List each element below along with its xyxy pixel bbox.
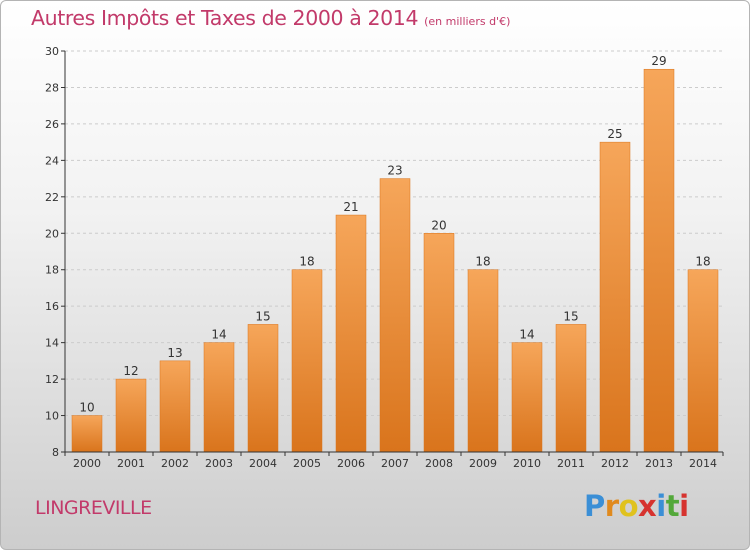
bar <box>555 324 587 453</box>
bar <box>203 342 235 453</box>
value-labels: 10 12 13 14 15 18 21 23 20 18 14 15 25 29 18 <box>79 54 710 414</box>
x-tick-label: 2001 <box>117 457 145 470</box>
logo-letter: x <box>638 489 657 523</box>
x-tick-label: 2003 <box>205 457 233 470</box>
chart-title-text: Autres Impôts et Taxes de 2000 à 2014 <box>31 6 419 30</box>
chart-title: Autres Impôts et Taxes de 2000 à 2014 (en… <box>31 6 510 30</box>
bar <box>423 233 455 453</box>
y-tick-label: 12 <box>45 373 59 386</box>
y-tick-label: 8 <box>52 446 59 459</box>
x-tick-label: 2005 <box>293 457 321 470</box>
y-tick-label: 20 <box>45 227 59 240</box>
y-tick-label: 26 <box>45 118 59 131</box>
value-label: 12 <box>123 364 138 378</box>
bar <box>71 415 103 453</box>
value-label: 15 <box>563 309 578 323</box>
value-label: 18 <box>475 255 490 269</box>
bar <box>511 342 543 453</box>
bar <box>115 378 147 453</box>
bars <box>71 68 719 453</box>
y-tick-label: 10 <box>45 410 59 423</box>
bar <box>599 141 631 453</box>
value-label: 14 <box>211 328 226 342</box>
logo-letter: i <box>679 489 689 523</box>
value-label: 29 <box>651 54 666 68</box>
bar <box>291 269 323 453</box>
axes: 8 10 12 14 16 18 20 22 24 26 28 30 2000 2001 2002 2003 2… <box>45 45 724 470</box>
value-label: 14 <box>519 328 534 342</box>
x-tick-label: 2004 <box>249 457 277 470</box>
y-tick-label: 18 <box>45 264 59 277</box>
value-label: 23 <box>387 164 402 178</box>
x-tick-label: 2008 <box>425 457 453 470</box>
x-tick-label: 2011 <box>557 457 585 470</box>
y-tick-label: 14 <box>45 337 59 350</box>
bar <box>247 324 279 453</box>
y-tick-label: 16 <box>45 300 59 313</box>
logo-letter: o <box>618 489 639 523</box>
chart-unit: (en milliers d'€) <box>424 15 511 28</box>
logo-letter: P <box>584 489 605 523</box>
bar <box>379 178 411 453</box>
x-tick-label: 2006 <box>337 457 365 470</box>
logo-letter: r <box>604 489 619 523</box>
value-label: 10 <box>79 401 94 415</box>
bar <box>159 360 191 453</box>
y-tick-label: 22 <box>45 191 59 204</box>
x-tick-label: 2009 <box>469 457 497 470</box>
value-label: 18 <box>299 255 314 269</box>
proxiti-logo: Proxiti <box>584 489 689 523</box>
x-tick-label: 2010 <box>513 457 541 470</box>
x-tick-label: 2012 <box>601 457 629 470</box>
y-tick-label: 24 <box>45 154 59 167</box>
value-label: 15 <box>255 309 270 323</box>
value-label: 18 <box>695 255 710 269</box>
logo-letter: i <box>656 489 666 523</box>
value-label: 21 <box>343 200 358 214</box>
bar <box>335 214 367 453</box>
logo-letter: t <box>665 489 680 523</box>
y-tick-label: 30 <box>45 45 59 58</box>
x-tick-label: 2014 <box>689 457 717 470</box>
bar <box>467 269 499 453</box>
commune-name: LINGREVILLE <box>35 497 152 519</box>
y-tick-label: 28 <box>45 81 59 94</box>
x-tick-label: 2007 <box>381 457 409 470</box>
bar <box>687 269 719 453</box>
x-tick-label: 2013 <box>645 457 673 470</box>
x-tick-label: 2000 <box>73 457 101 470</box>
value-label: 20 <box>431 218 446 232</box>
x-tick-label: 2002 <box>161 457 189 470</box>
value-label: 13 <box>167 346 182 360</box>
value-label: 25 <box>607 127 622 141</box>
bar <box>643 68 675 453</box>
